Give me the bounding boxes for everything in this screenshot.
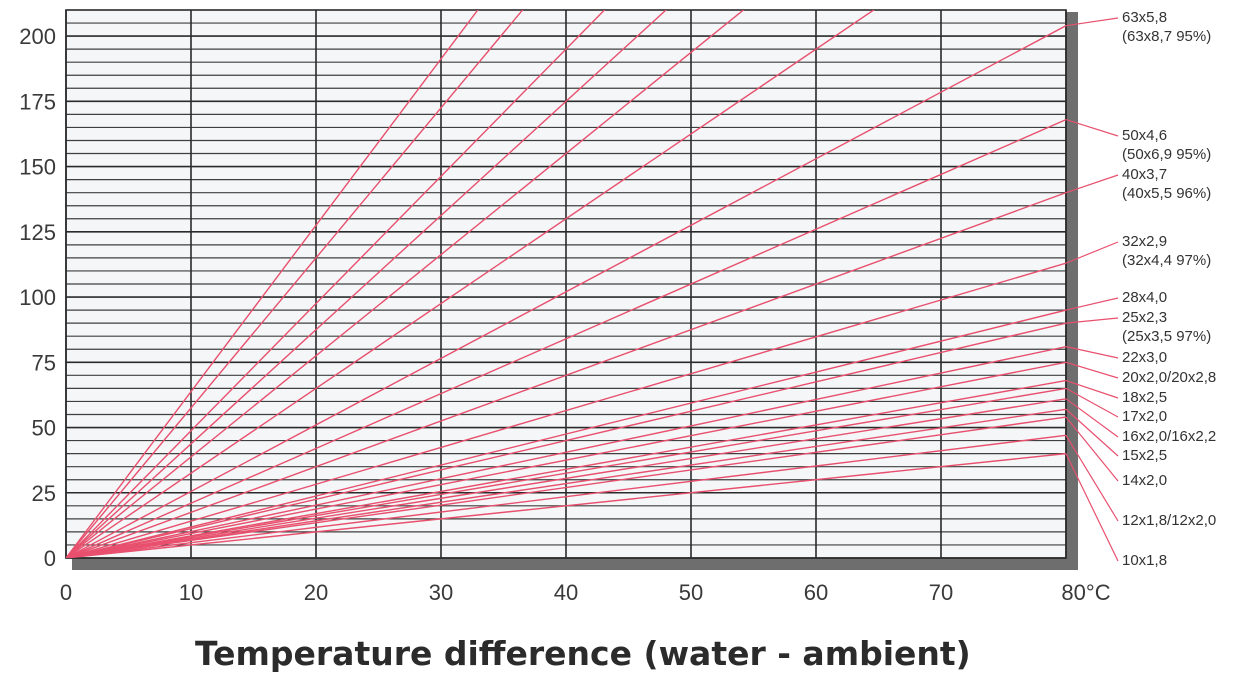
y-tick-label: 150: [19, 155, 56, 180]
y-tick-label: 50: [32, 416, 56, 441]
y-tick-label: 0: [44, 546, 56, 571]
x-tick-label: 0: [60, 580, 72, 605]
series-line: [66, 10, 745, 558]
series-label: 28x4,0: [1122, 289, 1167, 306]
leader-line: [1065, 297, 1119, 311]
series-label: (63x8,7 95%): [1122, 28, 1211, 45]
leader-line: [1065, 379, 1119, 399]
series-line: [66, 10, 524, 558]
y-tick-label: 75: [32, 350, 56, 375]
series-line: [66, 118, 1066, 558]
x-tick-label: 60: [804, 580, 828, 605]
series-label: (32x4,4 97%): [1122, 252, 1211, 269]
leader-line: [1065, 174, 1119, 194]
plot-shadow-right: [1066, 12, 1078, 570]
series-line: [66, 262, 1066, 558]
y-tick-label: 175: [19, 89, 56, 114]
series-label: 15x2,5: [1122, 447, 1167, 464]
plot-shadow-bottom: [72, 558, 1078, 570]
x-tick-label: 80°C: [1061, 580, 1110, 605]
series-line: [66, 452, 1066, 558]
y-tick-label: 125: [19, 220, 56, 245]
series-label: 50x4,6: [1122, 127, 1167, 144]
x-tick-label: 50: [679, 580, 703, 605]
leader-line: [1065, 387, 1119, 418]
y-tick-label: 200: [19, 24, 56, 49]
series-line: [66, 322, 1066, 558]
series-label: 17x2,0: [1122, 408, 1167, 425]
series-label: 14x2,0: [1122, 472, 1167, 489]
series-line: [66, 361, 1066, 558]
leader-line: [1065, 361, 1119, 379]
series-lines: [66, 10, 1066, 558]
x-tick-label: 70: [929, 580, 953, 605]
y-tick-label: 25: [32, 481, 56, 506]
y-axis: 0 25 50 75 100 125 150 175 200: [19, 24, 56, 571]
series-line: [66, 379, 1066, 558]
leader-line: [1065, 241, 1119, 264]
series-label: 16x2,0/16x2,2: [1122, 428, 1216, 445]
x-tick-label: 10: [179, 580, 203, 605]
series-label: (25x3,5 97%): [1122, 328, 1211, 345]
series-line: [66, 192, 1066, 558]
leader-line: [1065, 435, 1119, 522]
series-label: 10x1,8: [1122, 552, 1167, 569]
series-label: 12x1,8/12x2,0: [1122, 512, 1216, 529]
series-label: (50x6,9 95%): [1122, 146, 1211, 163]
series-label: 32x2,9: [1122, 233, 1167, 250]
plot-frame: [65, 9, 1067, 559]
leader-line: [1065, 119, 1119, 137]
series-line: [66, 10, 606, 558]
series-label: 18x2,5: [1122, 389, 1167, 406]
series-line: [66, 25, 1066, 558]
leader-line: [1065, 453, 1119, 562]
series-label: 40x3,7: [1122, 166, 1167, 183]
x-tick-label: 30: [429, 580, 453, 605]
leader-line: [1065, 17, 1119, 27]
series-line: [66, 10, 479, 558]
leader-line: [1065, 416, 1119, 482]
legend-labels: 63x5,8 (63x8,7 95%) 50x4,6 (50x6,9 95%) 40x3…: [1065, 9, 1216, 569]
y-tick-label: 100: [19, 285, 56, 310]
series-line: [66, 434, 1066, 558]
leader-line: [1065, 346, 1119, 359]
series-line: [66, 398, 1066, 558]
series-line: [66, 10, 875, 558]
series-line: [66, 309, 1066, 558]
series-label: 20x2,0/20x2,8: [1122, 369, 1216, 386]
series-label: (40x5,5 96%): [1122, 185, 1211, 202]
series-line: [66, 10, 668, 558]
series-label: 63x5,8: [1122, 9, 1167, 26]
x-axis-title: Temperature difference (water - ambient): [195, 634, 971, 673]
series-line: [66, 387, 1066, 558]
leader-line: [1065, 317, 1119, 324]
series-line: [66, 416, 1066, 558]
series-label: 22x3,0: [1122, 349, 1167, 366]
x-axis: 0 10 20 30 40 50 60 70 80°C: [60, 580, 1111, 605]
series-line: [66, 408, 1066, 558]
x-tick-label: 40: [554, 580, 578, 605]
series-line: [66, 345, 1066, 558]
leader-line: [1065, 408, 1119, 457]
series-label: 25x2,3: [1122, 309, 1167, 326]
leader-line: [1065, 398, 1119, 438]
x-tick-label: 20: [304, 580, 328, 605]
